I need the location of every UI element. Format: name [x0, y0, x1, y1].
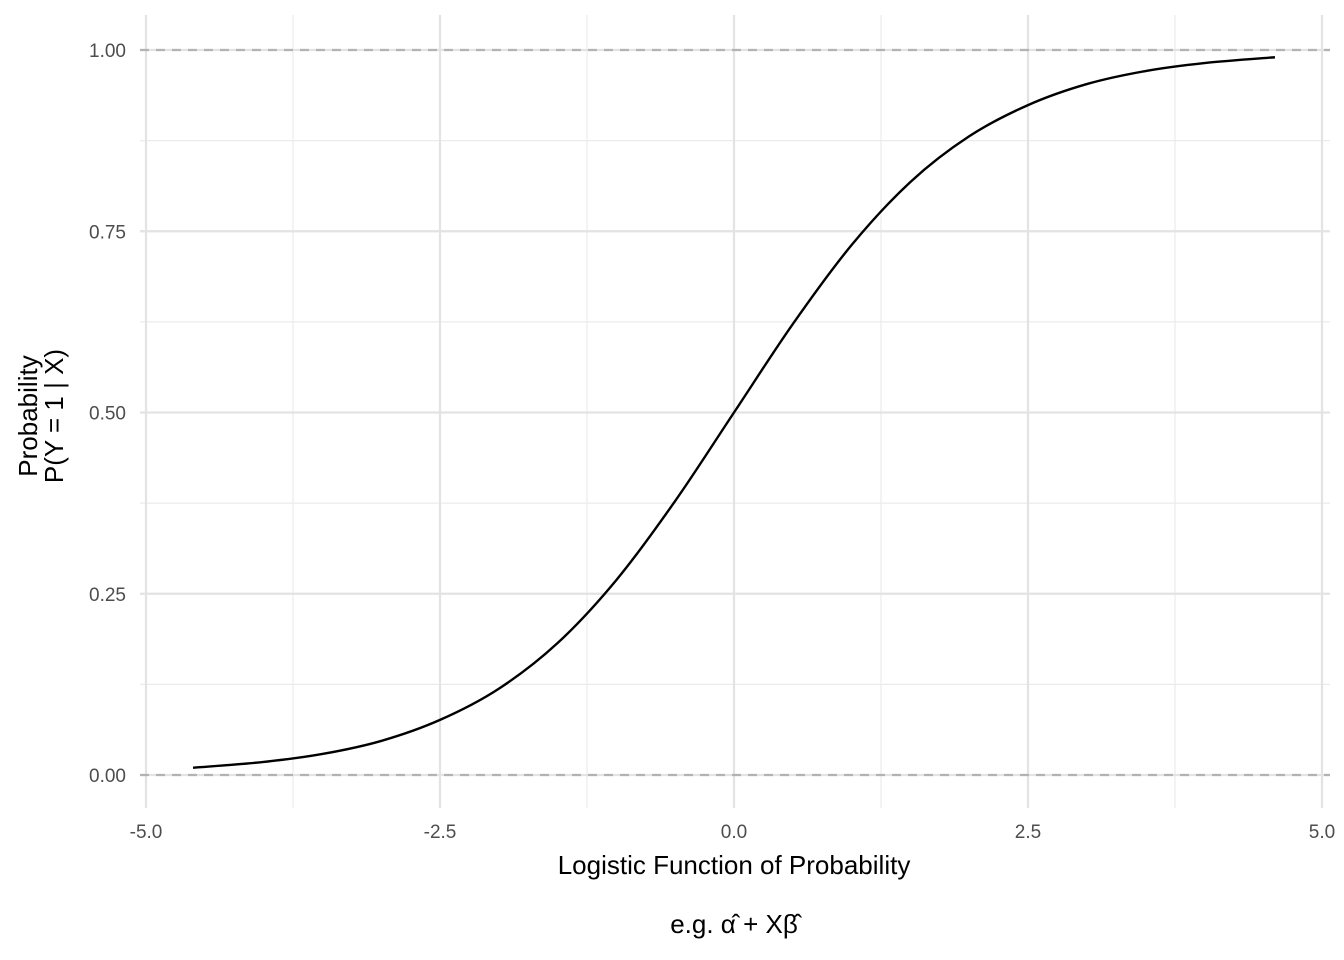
- reference-lines: [140, 48, 1330, 777]
- x-tick-label: 5.0: [1309, 822, 1335, 843]
- y-tick-label: 0.25: [89, 585, 126, 606]
- y-axis-ticks: 0.00 0.25 0.50 0.75 1.00: [89, 41, 126, 787]
- y-axis-title-line1: Probability: [13, 355, 43, 476]
- series-layer: [192, 56, 1276, 769]
- x-tick-label: 0.0: [721, 822, 747, 843]
- y-tick-label: 0.75: [89, 222, 126, 243]
- x-tick-label: 2.5: [1015, 822, 1041, 843]
- x-tick-label: -2.5: [424, 822, 457, 843]
- y-tick-label: 0.00: [89, 766, 126, 787]
- series-line: [192, 56, 1276, 769]
- x-axis-subtitle: e.g. α̂ + Xβ̂: [670, 909, 803, 939]
- y-axis-title-line2: P(Y = 1 | X): [39, 349, 69, 483]
- y-tick-label: 1.00: [89, 41, 126, 62]
- y-axis-title: Probability P(Y = 1 | X): [13, 349, 69, 483]
- x-axis-ticks: -5.0 -2.5 0.0 2.5 5.0: [130, 822, 1336, 843]
- y-tick-label: 0.50: [89, 404, 126, 425]
- x-tick-label: -5.0: [130, 822, 163, 843]
- x-axis-title: Logistic Function of Probability: [558, 850, 911, 880]
